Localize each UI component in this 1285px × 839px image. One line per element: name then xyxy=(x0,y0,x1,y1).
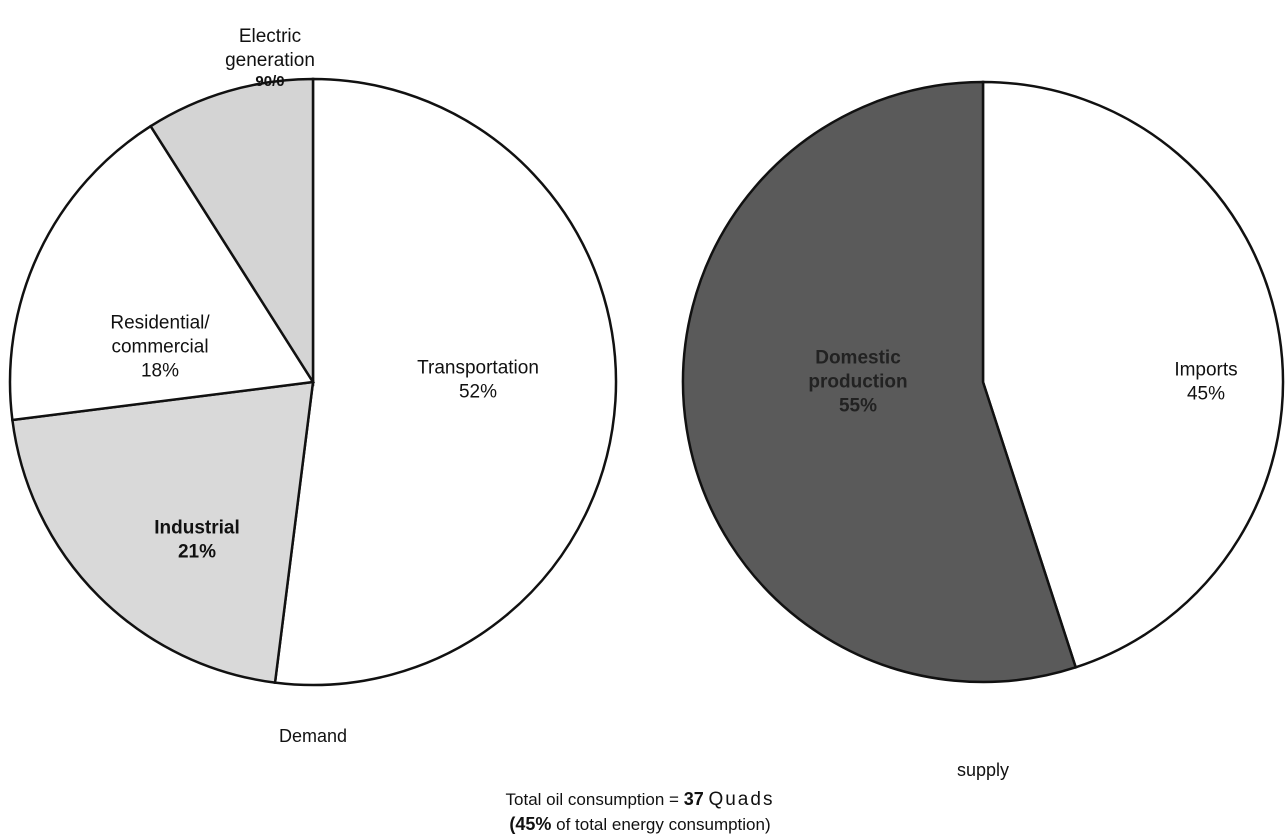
category-label: Transportation xyxy=(417,357,539,379)
value-label: 90/0 xyxy=(255,72,285,90)
footnote-text: Total oil consumption = xyxy=(505,790,679,809)
value-label: 52% xyxy=(458,381,498,402)
pie-slice xyxy=(8,124,316,422)
value-label: 55% xyxy=(838,394,878,416)
category-label: Industrial xyxy=(154,517,240,539)
footnote-text: of total energy consumption) xyxy=(556,814,771,834)
category-label: Residential/ commercial xyxy=(110,312,210,358)
footnote-number: (45% xyxy=(509,813,552,834)
pie-title: supply xyxy=(956,760,1010,780)
slice-label: Electric generation 90/0 xyxy=(220,25,320,91)
pie-title: Demand xyxy=(278,726,348,746)
footnote-number: 37 xyxy=(683,789,704,809)
footnote-unit: Quads xyxy=(708,789,775,810)
pie-slice xyxy=(681,80,1078,684)
slice-label: Transportation 52% xyxy=(383,356,573,404)
slice-label: Residential/ commercial 18% xyxy=(90,311,230,382)
footnote-line: Total oil consumption = 37 Quads xyxy=(506,788,775,813)
value-label: 18% xyxy=(140,359,180,381)
category-label: Domestic production xyxy=(808,347,908,393)
slice-label: Industrial 21% xyxy=(137,516,257,564)
slice-label: Domestic production 55% xyxy=(793,346,923,417)
footnote: Total oil consumption = 37 Quads (45% of… xyxy=(506,788,775,836)
slice-label: Imports 45% xyxy=(1146,358,1266,406)
pie-slice xyxy=(981,80,1285,669)
category-label: Electric generation xyxy=(225,25,315,71)
category-label: Imports xyxy=(1174,359,1238,381)
value-label: 45% xyxy=(1186,383,1226,404)
pie-slice xyxy=(10,380,315,685)
pie-slice xyxy=(273,77,618,687)
value-label: 21% xyxy=(177,541,217,562)
pie-slice xyxy=(148,77,315,387)
footnote-line: (45% of total energy consumption) xyxy=(506,813,775,836)
